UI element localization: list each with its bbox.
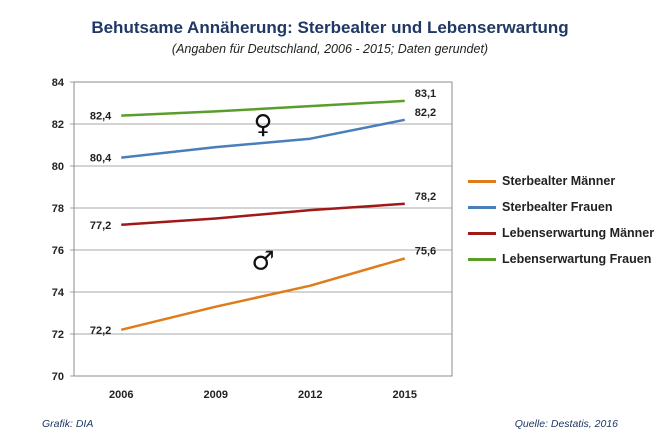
legend-item: Lebenserwartung Frauen bbox=[468, 246, 654, 272]
data-label: 80,4 bbox=[90, 153, 112, 165]
chart-title: Behutsame Annäherung: Sterbealter und Le… bbox=[91, 18, 569, 37]
y-tick-label: 74 bbox=[52, 287, 65, 299]
legend-label: Lebenserwartung Männer bbox=[502, 226, 655, 240]
annotation-symbol: ♀ bbox=[253, 110, 272, 140]
legend-label: Sterbealter Frauen bbox=[502, 200, 613, 214]
legend-item: Sterbealter Männer bbox=[468, 168, 654, 194]
annotation-symbol: ♂ bbox=[251, 247, 274, 277]
data-label: 82,4 bbox=[90, 111, 112, 123]
legend-swatch bbox=[468, 205, 496, 209]
x-tick-label: 2006 bbox=[109, 389, 133, 401]
chart-subtitle: (Angaben für Deutschland, 2006 - 2015; D… bbox=[171, 42, 489, 56]
data-label: 78,2 bbox=[415, 191, 436, 203]
series-line bbox=[121, 202, 405, 227]
x-tick-label: 2015 bbox=[393, 389, 417, 401]
legend-swatch bbox=[468, 257, 496, 261]
y-tick-label: 80 bbox=[52, 161, 64, 173]
x-tick-label: 2012 bbox=[298, 389, 322, 401]
chart-legend: Sterbealter Männer Sterbealter Frauen Lebe… bbox=[468, 168, 654, 272]
data-label: 82,2 bbox=[415, 107, 436, 119]
legend-label: Lebenserwartung Frauen bbox=[502, 252, 652, 266]
series-line bbox=[121, 118, 405, 159]
legend-swatch bbox=[468, 231, 496, 235]
source-footer: Quelle: Destatis, 2016 bbox=[514, 418, 618, 430]
series-line bbox=[121, 99, 405, 117]
credit-footer: Grafik: DIA bbox=[42, 418, 94, 430]
data-label: 83,1 bbox=[415, 88, 436, 100]
y-tick-label: 72 bbox=[52, 329, 64, 341]
legend-swatch bbox=[468, 179, 496, 183]
y-tick-label: 82 bbox=[52, 119, 64, 131]
data-label: 77,2 bbox=[90, 220, 111, 232]
y-tick-label: 78 bbox=[52, 203, 64, 215]
data-label: 72,2 bbox=[90, 325, 111, 337]
legend-item: Sterbealter Frauen bbox=[468, 194, 654, 220]
y-tick-label: 70 bbox=[52, 371, 64, 383]
y-tick-label: 84 bbox=[52, 77, 65, 89]
legend-label: Sterbealter Männer bbox=[502, 174, 616, 188]
data-label: 75,6 bbox=[415, 245, 436, 257]
y-tick-label: 76 bbox=[52, 245, 64, 257]
x-tick-label: 2009 bbox=[204, 389, 228, 401]
series-line bbox=[120, 257, 406, 332]
legend-item: Lebenserwartung Männer bbox=[468, 220, 654, 246]
